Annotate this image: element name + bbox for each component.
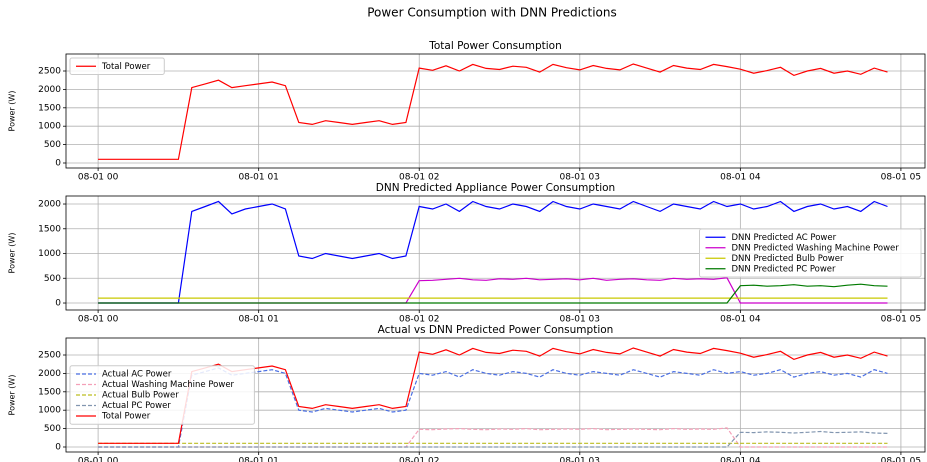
axes-frame xyxy=(65,53,926,169)
y-tick-label: 1000 xyxy=(38,122,61,132)
y-tick-label: 1000 xyxy=(38,406,61,416)
y-tick-label: 1500 xyxy=(38,224,61,234)
legend-label: Total Power xyxy=(101,412,151,422)
series-line xyxy=(98,427,888,448)
legend-label: Actual Washing Machine Power xyxy=(102,380,235,390)
legend-label: Actual PC Power xyxy=(102,401,171,411)
y-axis-label: Power (W) xyxy=(8,233,17,274)
legend-box xyxy=(69,57,165,75)
y-tick-label: 0 xyxy=(55,158,61,168)
series-line xyxy=(98,430,888,448)
x-tick-label: 08-01 05 xyxy=(881,173,921,183)
legend-label: DNN Predicted Washing Machine Power xyxy=(732,243,900,253)
x-tick-label: 08-01 00 xyxy=(78,173,119,183)
x-tick-label: 08-01 03 xyxy=(560,173,600,183)
axes-title: Actual vs DNN Predicted Power Consumptio… xyxy=(378,324,614,336)
series-line xyxy=(98,277,888,304)
legend-box xyxy=(69,365,255,425)
axes-frame xyxy=(65,195,926,311)
axes-frame xyxy=(65,337,926,453)
y-tick-label: 2000 xyxy=(38,369,61,379)
legend-label: DNN Predicted AC Power xyxy=(732,233,837,243)
y-tick-label: 2500 xyxy=(38,67,61,77)
y-tick-label: 1500 xyxy=(38,103,61,113)
axes-title: DNN Predicted Appliance Power Consumptio… xyxy=(376,182,615,194)
y-tick-label: 500 xyxy=(44,274,61,284)
legend-label: DNN Predicted PC Power xyxy=(732,264,837,274)
axes-title: Total Power Consumption xyxy=(428,40,562,52)
x-tick-label: 08-01 00 xyxy=(78,315,119,325)
y-tick-label: 1000 xyxy=(38,249,61,259)
figure-title: Power Consumption with DNN Predictions xyxy=(367,6,617,20)
legend-label: Total Power xyxy=(101,62,151,72)
x-tick-label: 08-01 02 xyxy=(399,173,439,183)
x-tick-label: 08-01 01 xyxy=(238,315,278,325)
series-line xyxy=(98,200,888,304)
x-tick-label: 08-01 04 xyxy=(720,173,761,183)
x-tick-label: 08-01 05 xyxy=(881,457,921,462)
y-tick-label: 0 xyxy=(55,442,61,452)
x-tick-label: 08-01 04 xyxy=(720,457,761,462)
legend-label: Actual AC Power xyxy=(102,370,172,380)
y-axis-label: Power (W) xyxy=(8,91,17,132)
series-line xyxy=(98,63,888,160)
y-tick-label: 2500 xyxy=(38,351,61,361)
x-tick-label: 08-01 04 xyxy=(720,315,761,325)
y-tick-label: 2000 xyxy=(38,200,61,210)
x-tick-label: 08-01 03 xyxy=(560,457,600,462)
legend-label: DNN Predicted Bulb Power xyxy=(732,254,844,264)
y-tick-label: 2000 xyxy=(38,85,61,95)
y-tick-label: 1500 xyxy=(38,387,61,397)
y-axis-label: Power (W) xyxy=(8,375,17,416)
x-tick-label: 08-01 03 xyxy=(560,315,600,325)
x-tick-label: 08-01 02 xyxy=(399,457,439,462)
x-tick-label: 08-01 05 xyxy=(881,315,921,325)
legend-label: Actual Bulb Power xyxy=(102,391,179,401)
legend-box xyxy=(699,228,922,278)
x-tick-label: 08-01 01 xyxy=(238,173,278,183)
y-tick-label: 500 xyxy=(44,424,61,434)
y-tick-label: 0 xyxy=(55,299,61,309)
x-tick-label: 08-01 01 xyxy=(238,457,278,462)
x-tick-label: 08-01 02 xyxy=(399,315,439,325)
x-tick-label: 08-01 00 xyxy=(78,457,119,462)
series-line xyxy=(98,283,888,304)
y-tick-label: 500 xyxy=(44,140,61,150)
